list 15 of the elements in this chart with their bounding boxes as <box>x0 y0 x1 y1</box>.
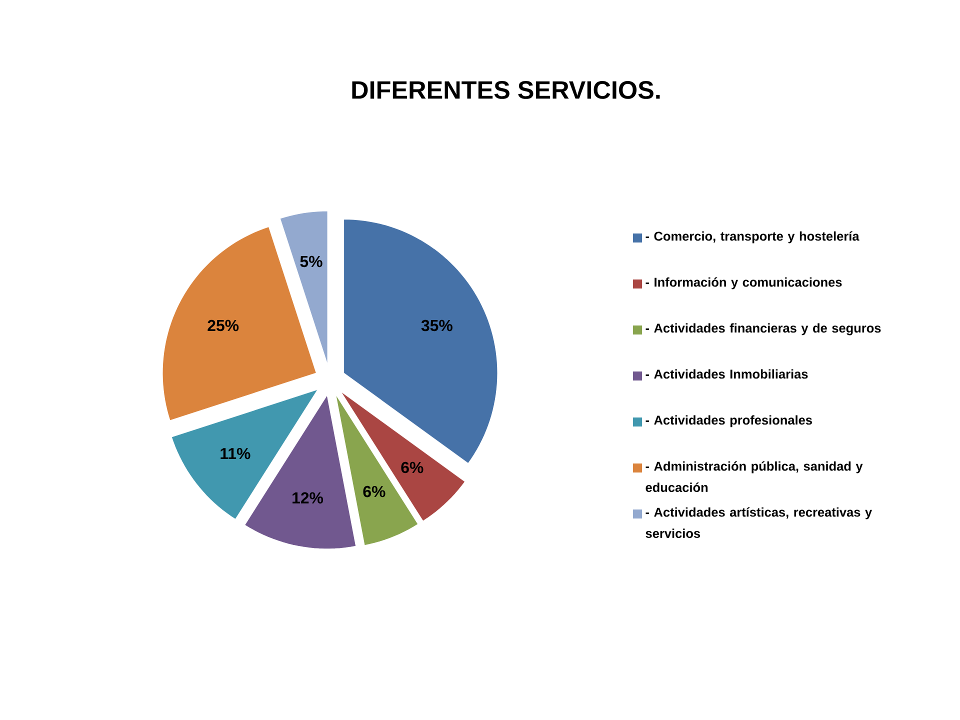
data-label: 5% <box>300 256 322 268</box>
data-label: 25% <box>208 320 239 332</box>
data-label: 12% <box>292 492 324 504</box>
legend-label: - Actividades profesionales <box>646 415 812 428</box>
legend-label: - Comercio, transporte y hostelería <box>646 231 860 244</box>
data-label: 35% <box>421 320 452 332</box>
chart-title: DIFERENTES SERVICIOS. <box>352 81 660 99</box>
legend-label: - Información y comunicaciones <box>646 277 842 290</box>
data-label: 6% <box>401 462 424 474</box>
legend-label: - Actividades artísticas, recreativas y servicios <box>646 507 872 538</box>
data-label: 6% <box>363 486 386 498</box>
legend-label: - Actividades financieras y de seguros <box>646 323 881 336</box>
data-label: 11% <box>220 448 250 460</box>
legend-label: - Actividades Inmobiliarias <box>646 369 808 379</box>
legend-label: - Administración pública, sanidad y educación <box>646 461 863 492</box>
